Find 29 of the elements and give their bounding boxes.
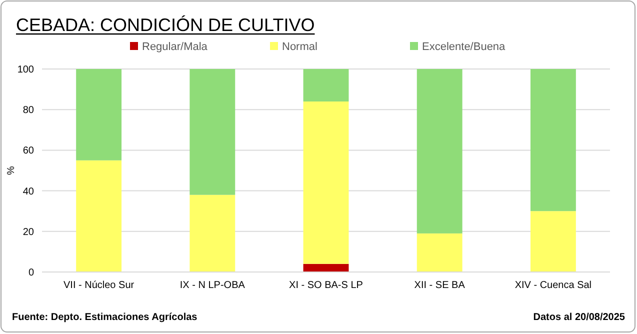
- bar: [76, 160, 122, 272]
- y-tick-label: 100: [17, 64, 34, 76]
- x-tick-label: XI - SO BA-S LP: [289, 280, 364, 291]
- x-tick-label: IX - N LP-OBA: [180, 280, 246, 291]
- x-tick-label: VII - Núcleo Sur: [64, 280, 135, 291]
- bar: [530, 69, 576, 212]
- y-axis-title: %: [6, 166, 17, 175]
- bar: [190, 194, 236, 272]
- x-tick-label: XIV - Cuenca Sal: [514, 280, 592, 291]
- y-tick-label: 80: [22, 105, 34, 116]
- bar: [76, 69, 122, 160]
- x-tick-label: XII - SE BA: [414, 280, 466, 291]
- bar: [303, 101, 349, 264]
- y-tick-label: 20: [22, 226, 34, 238]
- legend-label: Excelente/Buena: [422, 41, 506, 53]
- bar: [416, 69, 462, 234]
- bar: [303, 264, 349, 272]
- y-tick-label: 0: [28, 268, 34, 278]
- bar: [303, 69, 349, 102]
- text: Datos al 20/08/2025: [533, 312, 626, 323]
- legend-label: Regular/Mala: [142, 41, 208, 53]
- bar: [190, 69, 236, 195]
- source-note: Fuente: Depto. Estimaciones Agrícolas: [12, 312, 198, 323]
- legend-label: Normal: [282, 41, 318, 53]
- y-tick-label: 60: [22, 146, 34, 157]
- chart-title: CEBADA: CONDICIÓN DE CULTIVO: [16, 15, 315, 35]
- y-tick-label: 40: [22, 186, 34, 198]
- bar: [530, 211, 576, 272]
- bar: [416, 233, 462, 272]
